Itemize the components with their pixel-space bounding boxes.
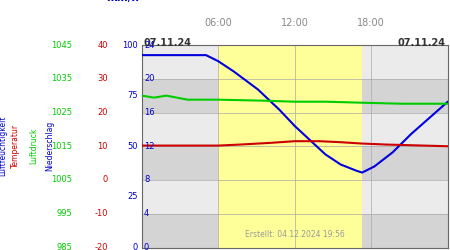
- Bar: [142, 214, 448, 248]
- Text: %: %: [9, 0, 19, 2]
- Text: 0: 0: [144, 243, 149, 250]
- Text: 985: 985: [56, 243, 72, 250]
- Text: 07.11.24: 07.11.24: [397, 38, 446, 48]
- Text: Luftdruck: Luftdruck: [29, 128, 38, 164]
- Bar: [142, 112, 448, 146]
- Text: mm/h: mm/h: [106, 0, 139, 2]
- Bar: [142, 180, 448, 214]
- Text: 995: 995: [56, 209, 72, 218]
- Text: 1035: 1035: [51, 74, 72, 83]
- Text: 8: 8: [144, 176, 149, 184]
- Text: 12: 12: [144, 142, 154, 151]
- Text: 06:00: 06:00: [204, 18, 232, 28]
- Text: hPa: hPa: [70, 0, 92, 2]
- Text: 100: 100: [122, 40, 138, 50]
- Text: 1025: 1025: [51, 108, 72, 117]
- Bar: [142, 146, 448, 180]
- Text: 20: 20: [98, 108, 108, 117]
- Text: 10: 10: [98, 142, 108, 151]
- Text: 18:00: 18:00: [357, 18, 385, 28]
- Bar: [218, 45, 362, 248]
- Text: Niederschlag: Niederschlag: [45, 121, 54, 172]
- Text: Erstellt: 04.12.2024 19:56: Erstellt: 04.12.2024 19:56: [245, 230, 345, 239]
- Text: Luftfeuchtigkeit: Luftfeuchtigkeit: [0, 116, 7, 176]
- Text: -20: -20: [94, 243, 108, 250]
- Text: 07.11.24: 07.11.24: [144, 38, 192, 48]
- Text: -10: -10: [94, 209, 108, 218]
- Text: 1045: 1045: [51, 40, 72, 50]
- Text: 12:00: 12:00: [281, 18, 309, 28]
- Text: 1015: 1015: [51, 142, 72, 151]
- Text: 25: 25: [128, 192, 138, 202]
- Text: 16: 16: [144, 108, 155, 117]
- Text: °C: °C: [34, 0, 46, 2]
- Text: 0: 0: [133, 243, 138, 250]
- Text: Temperatur: Temperatur: [11, 124, 20, 168]
- Text: 1005: 1005: [51, 176, 72, 184]
- Text: 0: 0: [103, 176, 108, 184]
- Text: 75: 75: [127, 91, 138, 100]
- Text: 20: 20: [144, 74, 154, 83]
- Text: 24: 24: [144, 40, 154, 50]
- Text: 50: 50: [128, 142, 138, 151]
- Bar: [142, 45, 448, 79]
- Text: 40: 40: [98, 40, 108, 50]
- Text: 30: 30: [97, 74, 108, 83]
- Text: 4: 4: [144, 209, 149, 218]
- Bar: [142, 79, 448, 112]
